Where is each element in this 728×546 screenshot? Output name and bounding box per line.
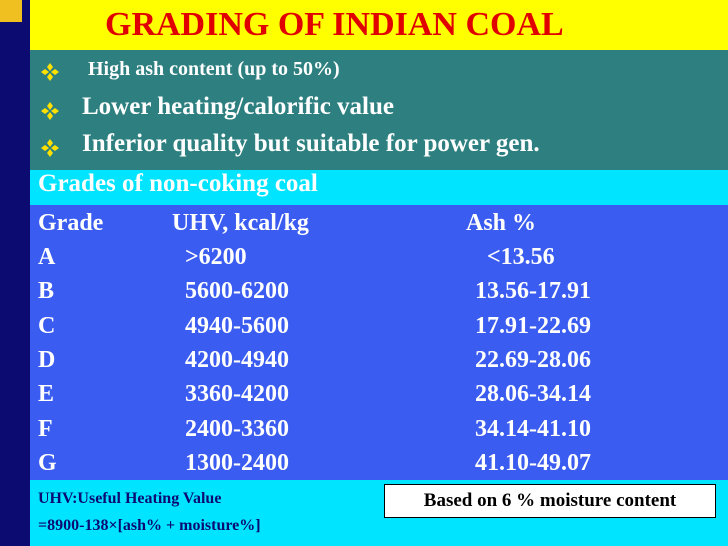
title-bar xyxy=(30,0,728,50)
title: GRADING OF INDIAN COAL xyxy=(105,6,564,43)
bullet-panel xyxy=(30,50,728,170)
table-cell: E xyxy=(38,381,55,408)
table-cell: 17.91-22.69 xyxy=(475,312,591,339)
table-panel xyxy=(30,205,728,480)
table-cell: A xyxy=(38,244,56,270)
bullet-icon xyxy=(40,101,60,121)
table-header: Ash % xyxy=(466,210,537,236)
table-cell: <13.56 xyxy=(487,244,555,270)
table-cell: F xyxy=(38,415,53,442)
table-cell: C xyxy=(38,312,56,339)
table-cell: 13.56-17.91 xyxy=(475,278,591,305)
table-cell: G xyxy=(38,449,57,476)
bullet-text: Lower heating/calorific value xyxy=(82,93,394,120)
footer-note: =8900-138×[ash% + moisture%] xyxy=(38,517,261,534)
footer-note: UHV:Useful Heating Value xyxy=(38,490,222,507)
table-cell: 4940-5600 xyxy=(185,312,289,339)
table-cell: 28.06-34.14 xyxy=(475,381,591,408)
table-cell: 2400-3360 xyxy=(185,415,289,442)
bullet-icon xyxy=(40,62,60,82)
table-cell: D xyxy=(38,346,56,373)
table-cell: 3360-4200 xyxy=(185,381,289,408)
table-header: UHV, kcal/kg xyxy=(172,210,309,236)
table-cell: >6200 xyxy=(185,244,247,270)
table-cell: 5600-6200 xyxy=(185,278,289,305)
table-cell: 41.10-49.07 xyxy=(475,449,591,476)
bullet-icon xyxy=(40,138,60,158)
subheading: Grades of non-coking coal xyxy=(38,170,318,197)
logo xyxy=(0,0,22,22)
bullet-text: High ash content (up to 50%) xyxy=(88,58,340,80)
bullet-text: Inferior quality but suitable for power … xyxy=(82,130,540,157)
table-cell: 4200-4940 xyxy=(185,346,289,373)
table-header: Grade xyxy=(38,210,104,236)
table-cell: 1300-2400 xyxy=(185,449,289,476)
table-cell: 22.69-28.06 xyxy=(475,346,591,373)
note-box: Based on 6 % moisture content xyxy=(384,484,716,518)
subheading-bar xyxy=(30,170,728,205)
table-cell: 34.14-41.10 xyxy=(475,415,591,442)
table-cell: B xyxy=(38,278,55,305)
